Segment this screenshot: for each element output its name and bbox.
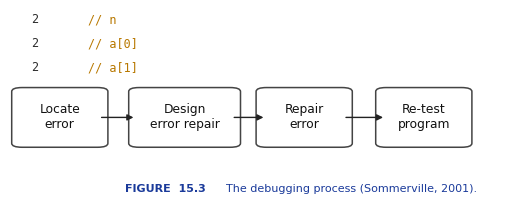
Text: 2: 2	[31, 37, 38, 50]
Text: Locate
error: Locate error	[40, 103, 80, 131]
Text: FIGURE  15.3: FIGURE 15.3	[125, 184, 205, 194]
FancyBboxPatch shape	[256, 88, 353, 147]
Text: The debugging process (Sommerville, 2001).: The debugging process (Sommerville, 2001…	[226, 184, 477, 194]
FancyBboxPatch shape	[375, 88, 472, 147]
Text: Re-test
program: Re-test program	[398, 103, 450, 131]
Text: Design
error repair: Design error repair	[150, 103, 219, 131]
Text: // a[1]: // a[1]	[88, 61, 138, 74]
Text: Repair
error: Repair error	[284, 103, 324, 131]
Text: // n: // n	[88, 13, 117, 26]
FancyBboxPatch shape	[129, 88, 240, 147]
Text: 2: 2	[31, 61, 38, 74]
FancyBboxPatch shape	[12, 88, 108, 147]
Text: 2: 2	[31, 13, 38, 26]
Text: // a[0]: // a[0]	[88, 37, 138, 50]
